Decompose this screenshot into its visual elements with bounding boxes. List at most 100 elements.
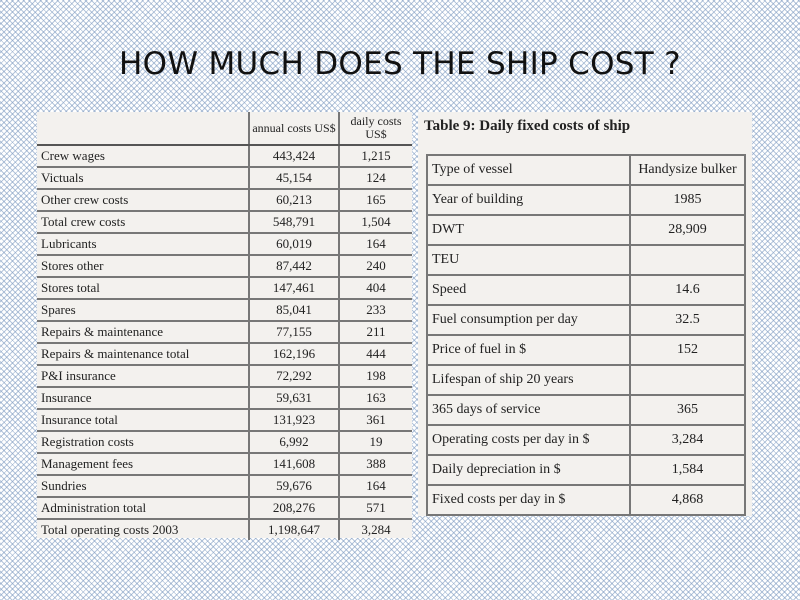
row-label: Stores other	[37, 255, 249, 278]
annual-cost-cell: 208,276	[248, 497, 339, 520]
row-value: 14.6	[629, 275, 745, 306]
table-header-row: annual costs US$ daily costs US$	[37, 112, 412, 146]
annual-cost-cell: 548,791	[248, 211, 339, 234]
row-label: TEU	[427, 245, 630, 276]
daily-cost-cell: 3,284	[338, 519, 412, 540]
table-row: Total crew costs 548,791 1,504	[37, 211, 412, 234]
row-label: Spares	[37, 299, 249, 322]
row-label: Management fees	[37, 453, 249, 476]
daily-cost-cell: 164	[338, 475, 412, 498]
row-value: 152	[629, 335, 745, 366]
daily-cost-cell: 388	[338, 453, 412, 476]
table-row: Speed 14.6	[427, 275, 745, 306]
annual-cost-cell: 60,019	[248, 233, 339, 256]
row-label: Victuals	[37, 167, 249, 190]
operating-costs-table: annual costs US$ daily costs US$ Crew wa…	[37, 112, 412, 540]
row-label: P&I insurance	[37, 365, 249, 388]
daily-cost-cell: 211	[338, 321, 412, 344]
annual-cost-cell: 162,196	[248, 343, 339, 366]
table-row: Other crew costs 60,213 165	[37, 189, 412, 212]
daily-cost-cell: 124	[338, 167, 412, 190]
table-row: Price of fuel in $152	[427, 335, 745, 366]
row-label: Crew wages	[37, 145, 249, 168]
operating-costs-body: Crew wages 443,424 1,215 Victuals 45,154 124 O…	[37, 145, 412, 540]
row-label: Repairs & maintenance total	[37, 343, 249, 366]
table-row: Management fees 141,608 388	[37, 453, 412, 476]
annual-cost-cell: 6,992	[248, 431, 339, 454]
table-row: Spares 85,041 233	[37, 299, 412, 322]
table-row: DWT 28,909	[427, 215, 745, 246]
fixed-costs-panel: Table 9: Daily fixed costs of ship Type …	[418, 112, 752, 516]
table-row: Victuals 45,154 124	[37, 167, 412, 190]
annual-cost-cell: 147,461	[248, 277, 339, 300]
row-value	[629, 365, 745, 396]
operating-costs-panel: annual costs US$ daily costs US$ Crew wa…	[37, 112, 412, 540]
daily-costs-header: daily costs US$	[338, 112, 412, 146]
daily-cost-cell: 233	[338, 299, 412, 322]
annual-cost-cell: 59,676	[248, 475, 339, 498]
row-value: 3,284	[629, 425, 745, 456]
annual-cost-cell: 87,442	[248, 255, 339, 278]
annual-cost-cell: 85,041	[248, 299, 339, 322]
daily-cost-cell: 164	[338, 233, 412, 256]
row-label: Total crew costs	[37, 211, 249, 234]
annual-costs-header: annual costs US$	[248, 112, 339, 146]
table-row: Insurance total 131,923 361	[37, 409, 412, 432]
table-row: Operating costs per day in $3,284	[427, 425, 745, 456]
row-value: 28,909	[629, 215, 745, 246]
table-row: Repairs & maintenance total 162,196 444	[37, 343, 412, 366]
daily-cost-cell: 444	[338, 343, 412, 366]
annual-cost-cell: 131,923	[248, 409, 339, 432]
table-row: Insurance 59,631 163	[37, 387, 412, 410]
fixed-costs-body: Type of vessel Handysize bulker Year of bu…	[427, 155, 745, 515]
daily-cost-cell: 165	[338, 189, 412, 212]
table-row: 365 days of service 365	[427, 395, 745, 426]
table-row: Type of vessel Handysize bulker	[427, 155, 745, 186]
table-row: Year of building 1985	[427, 185, 745, 216]
row-value: 32.5	[629, 305, 745, 336]
annual-cost-cell: 59,631	[248, 387, 339, 410]
annual-cost-cell: 77,155	[248, 321, 339, 344]
fixed-costs-table: Type of vessel Handysize bulker Year of bu…	[426, 154, 746, 516]
daily-cost-cell: 1,215	[338, 145, 412, 168]
row-label: Price of fuel in $	[427, 335, 630, 366]
annual-cost-cell: 1,198,647	[248, 519, 339, 540]
daily-cost-cell: 1,504	[338, 211, 412, 234]
row-label: Fuel consumption per day	[427, 305, 630, 336]
row-label: Lifespan of ship 20 years	[427, 365, 630, 396]
row-label: Insurance total	[37, 409, 249, 432]
annual-cost-cell: 45,154	[248, 167, 339, 190]
row-value: 365	[629, 395, 745, 426]
row-label: Administration total	[37, 497, 249, 520]
table-row: Registration costs 6,992 19	[37, 431, 412, 454]
row-label: DWT	[427, 215, 630, 246]
daily-cost-cell: 404	[338, 277, 412, 300]
table-row: Crew wages 443,424 1,215	[37, 145, 412, 168]
row-label: Stores total	[37, 277, 249, 300]
table-row: Daily depreciation in $1,584	[427, 455, 745, 486]
row-value: 1,584	[629, 455, 745, 486]
table-row: Fuel consumption per day 32.5	[427, 305, 745, 336]
table-row: Sundries 59,676 164	[37, 475, 412, 498]
daily-cost-cell: 240	[338, 255, 412, 278]
daily-cost-cell: 198	[338, 365, 412, 388]
row-value: Handysize bulker	[629, 155, 745, 186]
table-row: TEU	[427, 245, 745, 276]
row-value: 1985	[629, 185, 745, 216]
table-row: Lubricants 60,019 164	[37, 233, 412, 256]
daily-cost-cell: 19	[338, 431, 412, 454]
row-label: 365 days of service	[427, 395, 630, 426]
daily-cost-cell: 361	[338, 409, 412, 432]
table-row: Repairs & maintenance 77,155 211	[37, 321, 412, 344]
row-label: Operating costs per day in $	[427, 425, 630, 456]
row-label: Daily depreciation in $	[427, 455, 630, 486]
row-label: Year of building	[427, 185, 630, 216]
header-blank-cell	[37, 112, 249, 146]
annual-cost-cell: 443,424	[248, 145, 339, 168]
row-label: Speed	[427, 275, 630, 306]
row-label: Lubricants	[37, 233, 249, 256]
row-label: Other crew costs	[37, 189, 249, 212]
daily-cost-cell: 163	[338, 387, 412, 410]
table-row: P&I insurance 72,292 198	[37, 365, 412, 388]
row-value	[629, 245, 745, 276]
